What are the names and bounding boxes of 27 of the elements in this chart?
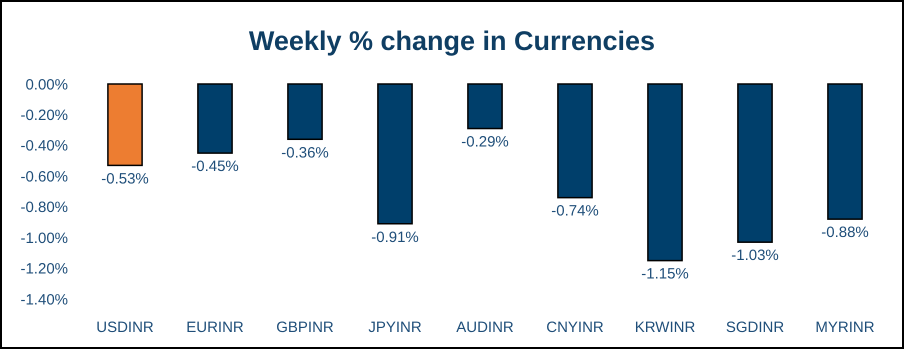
- data-label: -1.03%: [731, 247, 779, 264]
- x-tick-label: USDINR: [96, 319, 154, 336]
- data-label: -0.91%: [371, 228, 419, 246]
- x-tick-label: JPYINR: [368, 319, 422, 336]
- x-tick-label: AUDINR: [456, 319, 514, 336]
- data-label: -0.36%: [281, 144, 329, 162]
- data-label: -0.29%: [461, 134, 509, 151]
- x-tick-label: MYRINR: [815, 319, 875, 336]
- y-tick-label: -0.60%: [20, 168, 68, 186]
- y-tick-label: -1.00%: [20, 230, 68, 247]
- data-label: -0.45%: [191, 158, 239, 176]
- data-label: -0.53%: [101, 170, 149, 188]
- y-tick-label: -0.40%: [20, 138, 68, 155]
- data-label: -1.15%: [641, 266, 689, 283]
- x-tick-label: GBPINR: [276, 319, 334, 336]
- y-tick-label: 0.00%: [25, 76, 68, 94]
- y-tick-label: -1.40%: [20, 291, 68, 308]
- data-label: -0.74%: [551, 202, 599, 220]
- x-tick-label: SGDINR: [726, 319, 784, 336]
- y-tick-label: -0.20%: [20, 106, 68, 124]
- y-tick-label: -1.20%: [20, 260, 68, 278]
- data-label: -0.88%: [821, 224, 869, 242]
- chart-title: Weekly % change in Currencies: [248, 26, 656, 56]
- x-tick-label: KRWINR: [634, 319, 696, 336]
- x-tick-label: CNYINR: [546, 319, 604, 336]
- x-tick-label: EURINR: [186, 319, 244, 336]
- y-tick-label: -0.80%: [20, 199, 68, 216]
